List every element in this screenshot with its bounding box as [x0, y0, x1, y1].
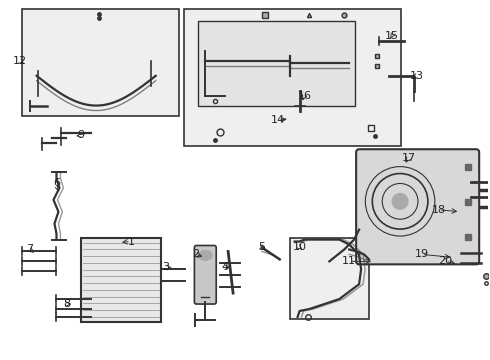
Text: 18: 18 — [431, 205, 445, 215]
Text: 13: 13 — [410, 71, 424, 81]
Text: 7: 7 — [26, 244, 33, 255]
Text: 5: 5 — [258, 243, 266, 252]
Bar — [198, 21, 355, 105]
Text: 2: 2 — [192, 249, 199, 260]
Bar — [184, 9, 401, 146]
Text: 9: 9 — [78, 130, 85, 140]
Text: 4: 4 — [221, 262, 229, 272]
Ellipse shape — [198, 251, 212, 260]
Text: 19: 19 — [415, 249, 429, 260]
Text: 3: 3 — [162, 262, 169, 272]
Text: 17: 17 — [402, 153, 416, 163]
Bar — [22, 9, 178, 117]
Text: 12: 12 — [13, 56, 27, 66]
Text: 11: 11 — [342, 256, 356, 266]
Bar — [290, 238, 369, 319]
Text: 10: 10 — [293, 243, 307, 252]
Text: 20: 20 — [439, 256, 452, 266]
Text: 16: 16 — [297, 91, 312, 101]
Circle shape — [392, 193, 408, 209]
FancyBboxPatch shape — [195, 246, 216, 304]
Text: 8: 8 — [63, 299, 70, 309]
FancyBboxPatch shape — [356, 149, 479, 264]
Text: 14: 14 — [270, 116, 285, 126]
Text: 1: 1 — [127, 237, 134, 247]
Text: 15: 15 — [385, 31, 399, 41]
Text: 6: 6 — [53, 178, 60, 188]
Bar — [81, 238, 161, 322]
